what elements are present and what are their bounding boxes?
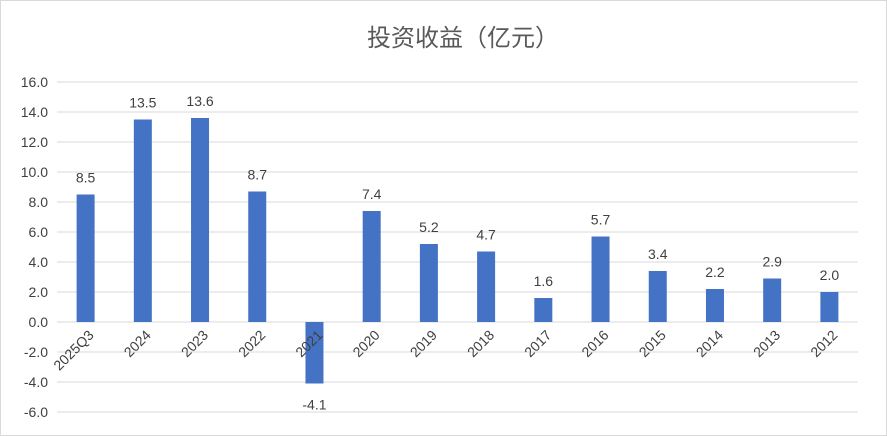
data-label: -4.1 <box>302 397 326 413</box>
y-tick-label: 2.0 <box>29 284 49 300</box>
bar-2016 <box>591 236 610 322</box>
y-tick-label: -4.0 <box>24 374 48 390</box>
bar-2019 <box>419 244 438 322</box>
x-tick-label: 2019 <box>407 327 440 360</box>
bar-2023 <box>191 118 210 322</box>
y-tick-label: -2.0 <box>24 344 48 360</box>
data-label: 3.4 <box>648 246 668 262</box>
x-tick-label: 2013 <box>750 327 783 360</box>
data-label: 5.7 <box>591 212 611 228</box>
x-tick-label: 2025Q3 <box>50 327 97 374</box>
bar-2018 <box>477 251 496 322</box>
x-tick-label: 2020 <box>349 327 382 360</box>
data-label: 2.2 <box>705 264 725 280</box>
data-label: 5.2 <box>419 219 439 235</box>
data-label: 13.6 <box>186 93 213 109</box>
bar-2021 <box>305 322 324 384</box>
bar-2024 <box>133 119 152 322</box>
y-tick-label: 16.0 <box>21 74 48 90</box>
y-tick-label: 10.0 <box>21 164 48 180</box>
data-label: 4.7 <box>476 227 496 243</box>
data-labels: 8.5 13.5 13.6 8.7 -4.1 7.4 5.2 4.7 1.6 5.7 3.4 2.2 2… <box>76 93 839 413</box>
data-label: 1.6 <box>534 273 554 289</box>
data-label: 7.4 <box>362 186 382 202</box>
data-label: 8.5 <box>76 170 96 186</box>
y-tick-label: 4.0 <box>29 254 49 270</box>
y-tick-label: 0.0 <box>29 314 49 330</box>
bar-2017 <box>534 298 553 322</box>
bars <box>76 118 839 384</box>
data-label: 2.0 <box>820 267 840 283</box>
bar-2012 <box>820 292 839 322</box>
x-tick-label: 2018 <box>464 327 497 360</box>
y-tick-label: 14.0 <box>21 104 48 120</box>
data-label: 2.9 <box>762 254 782 270</box>
x-tick-label: 2022 <box>235 327 268 360</box>
y-tick-label: -6.0 <box>24 404 48 420</box>
data-label: 8.7 <box>248 167 268 183</box>
y-tick-label: 12.0 <box>21 134 48 150</box>
bar-2013 <box>763 278 782 322</box>
bar-2015 <box>648 271 667 322</box>
data-label: 13.5 <box>129 95 156 111</box>
gridlines <box>57 81 858 413</box>
x-tick-label: 2023 <box>178 327 211 360</box>
x-tick-label: 2012 <box>807 327 840 360</box>
x-tick-label: 2015 <box>636 327 669 360</box>
bar-2020 <box>362 211 381 322</box>
y-axis: 16.0 14.0 12.0 10.0 8.0 6.0 4.0 2.0 0.0 -2.0 -4.0 -… <box>21 74 48 420</box>
x-tick-label: 2024 <box>121 327 154 360</box>
x-tick-label: 2014 <box>693 327 726 360</box>
x-tick-label: 2016 <box>578 327 611 360</box>
y-tick-label: 8.0 <box>29 194 49 210</box>
y-tick-label: 6.0 <box>29 224 49 240</box>
chart-title: 投资收益（亿元） <box>367 24 559 52</box>
bar-2025Q3 <box>76 194 95 322</box>
bar-2014 <box>705 289 724 322</box>
x-tick-label: 2017 <box>521 327 554 360</box>
bar-2022 <box>248 191 267 322</box>
x-axis: 2025Q3 2024 2023 2022 2021 2020 2019 2018 2017 20… <box>50 327 840 374</box>
